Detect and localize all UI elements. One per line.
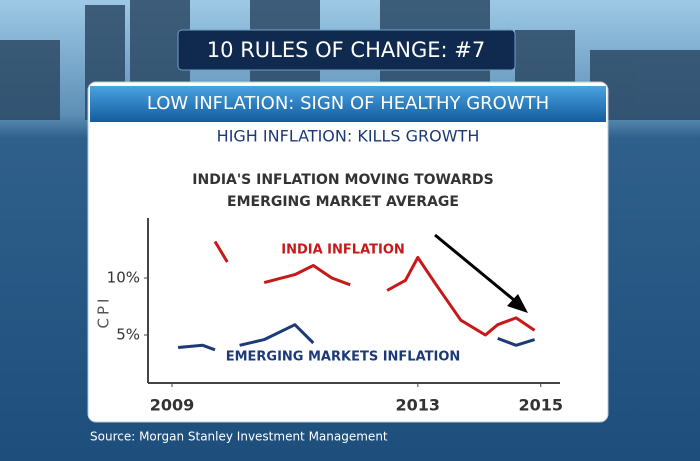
headline-bar <box>90 86 606 122</box>
header: 10 RULES OF CHANGE: #7 <box>207 38 485 62</box>
arrow <box>434 233 521 307</box>
y-tick-label: 5% <box>116 326 140 344</box>
chart-title: INDIA'S INFLATION MOVING TOWARDS <box>192 172 493 188</box>
x-tick-label: 2013 <box>396 396 441 415</box>
x-tick-label: 2015 <box>518 396 563 415</box>
panel <box>87 81 609 423</box>
y-tick-label: 10% <box>107 269 140 287</box>
legend-label: EMERGING MARKETS INFLATION <box>226 350 461 365</box>
series-line <box>213 240 536 337</box>
arrow-head <box>507 294 528 313</box>
headline: LOW INFLATION: SIGN OF HEALTHY GROWTH <box>147 93 549 114</box>
header-banner <box>177 29 516 71</box>
subheadline: HIGH INFLATION: KILLS GROWTH <box>217 127 480 146</box>
legend-label: INDIA INFLATION <box>281 243 405 258</box>
chart-title: EMERGING MARKET AVERAGE <box>227 194 459 210</box>
x-tick-label: 2009 <box>150 396 195 415</box>
series-line <box>177 323 536 352</box>
y-axis-label: CPI <box>95 296 113 329</box>
source: Source: Morgan Stanley Investment Manage… <box>90 430 388 444</box>
